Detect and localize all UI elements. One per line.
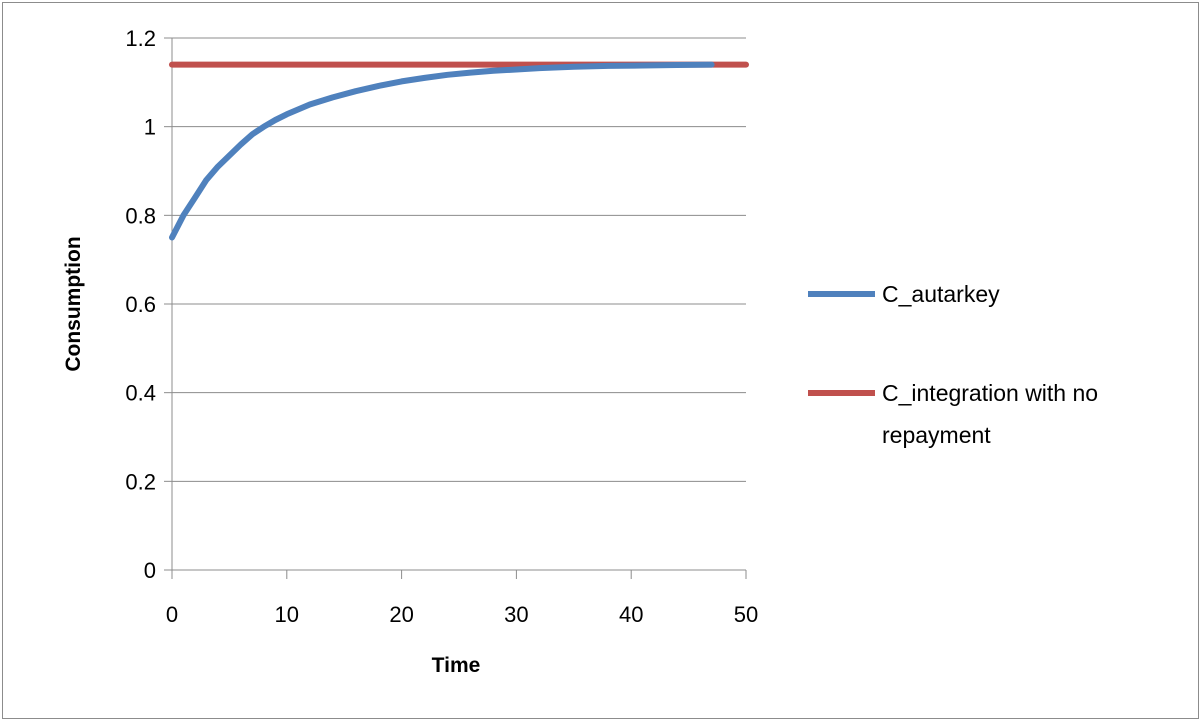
gridlines (172, 37, 746, 482)
y-axis-title: Consumption (62, 236, 85, 371)
x-tick-label-4: 40 (619, 602, 643, 627)
series-lines (169, 61, 749, 241)
legend-label-c-integration-line2: repayment (882, 422, 991, 448)
legend-label-c-integration-line1: C_integration with no (882, 380, 1098, 406)
x-tick-label-2: 20 (389, 602, 413, 627)
series-line-c-autarkey (169, 61, 715, 241)
y-tick-label-6: 1.2 (125, 26, 156, 51)
x-axis-title: Time (432, 654, 481, 677)
x-tick-label-3: 30 (504, 602, 528, 627)
legend: C_autarkey C_integration with no repayme… (808, 281, 1098, 448)
y-tick-label-0: 0 (144, 558, 156, 583)
x-tick-label-1: 10 (275, 602, 299, 627)
legend-label-c-autarkey: C_autarkey (882, 281, 1000, 307)
y-tick-label-1: 0.2 (125, 469, 156, 494)
y-tick-label-3: 0.6 (125, 292, 156, 317)
x-tick-label-0: 0 (166, 602, 178, 627)
x-tick-labels: 0 10 20 30 40 50 (166, 602, 758, 627)
axes (164, 37, 747, 579)
y-tick-label-5: 1 (144, 115, 156, 140)
y-tick-label-2: 0.4 (125, 381, 156, 406)
y-tick-label-4: 0.8 (125, 203, 156, 228)
y-tick-labels: 0 0.2 0.4 0.6 0.8 1 1.2 (125, 26, 156, 583)
x-tick-label-5: 50 (734, 602, 758, 627)
